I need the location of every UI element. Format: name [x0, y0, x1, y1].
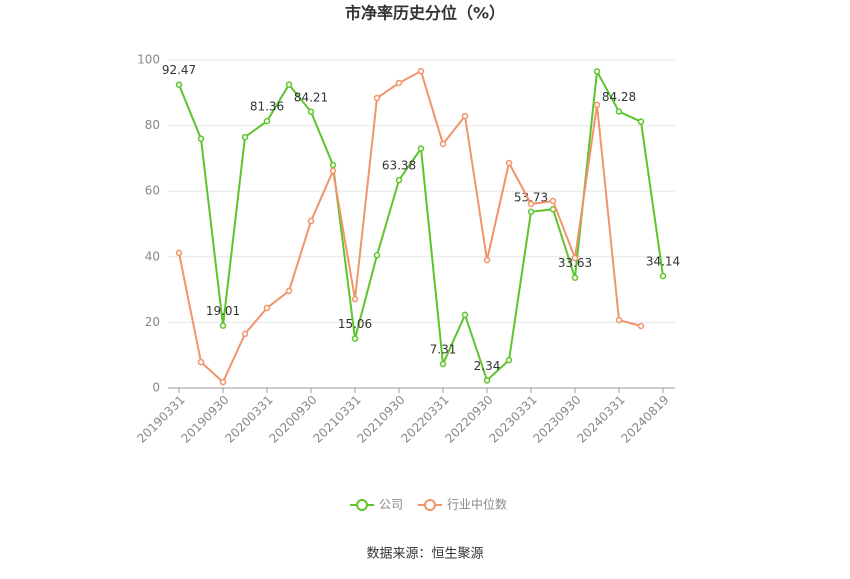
point — [307, 217, 315, 225]
point — [571, 274, 579, 281]
point — [307, 108, 315, 116]
data-label: 7.31 — [430, 343, 457, 357]
point — [417, 67, 425, 75]
point — [329, 161, 337, 169]
y-tick-label: 100 — [137, 53, 160, 67]
legend-marker — [356, 499, 368, 511]
point — [395, 79, 403, 87]
point — [263, 117, 271, 125]
point — [197, 135, 205, 142]
point — [615, 316, 623, 324]
point — [483, 377, 491, 384]
legend-marker — [424, 499, 436, 511]
point — [175, 81, 183, 88]
point — [373, 251, 381, 259]
point — [175, 249, 183, 257]
data-label: 15.06 — [338, 317, 372, 331]
data-label: 2.34 — [474, 359, 501, 373]
point — [549, 197, 557, 205]
point — [395, 176, 403, 184]
data-label: 33.63 — [558, 256, 592, 270]
point — [505, 356, 513, 364]
point — [593, 68, 601, 75]
data-label: 34.14 — [646, 255, 680, 269]
point — [439, 360, 447, 368]
data-label: 53.73 — [514, 190, 548, 204]
series-line — [178, 69, 642, 384]
legend-label: 行业中位数 — [447, 497, 507, 512]
point — [329, 167, 337, 175]
point — [351, 295, 359, 303]
y-tick-label: 60 — [145, 184, 160, 198]
point — [571, 254, 579, 262]
data-label: 19.01 — [206, 304, 240, 318]
point — [439, 140, 447, 148]
point — [527, 208, 535, 216]
series-line — [178, 68, 664, 383]
point — [197, 358, 205, 366]
data-label: 84.21 — [294, 90, 328, 104]
point — [417, 145, 425, 152]
point — [241, 330, 249, 338]
chart-title: 市净率历史分位（%） — [345, 4, 505, 23]
point — [593, 101, 601, 109]
point — [659, 272, 667, 280]
x-tick-label: 20240819 — [619, 393, 672, 446]
data-label: 84.28 — [602, 90, 636, 104]
point — [505, 159, 513, 167]
point — [285, 81, 293, 88]
point — [461, 112, 469, 120]
data-label: 81.36 — [250, 100, 284, 114]
point — [241, 133, 249, 141]
data-label: 63.38 — [382, 159, 416, 173]
y-tick-label: 20 — [145, 315, 160, 329]
y-tick-label: 40 — [145, 249, 160, 263]
source: 数据来源：恒生聚源 — [366, 547, 483, 562]
point — [615, 108, 623, 115]
data-label: 92.47 — [162, 63, 196, 77]
point — [373, 94, 381, 102]
point — [637, 118, 645, 125]
point — [263, 304, 271, 312]
point — [527, 200, 535, 208]
point — [351, 335, 359, 342]
point — [219, 322, 227, 329]
y-tick-label: 80 — [145, 118, 160, 132]
point — [483, 256, 491, 264]
legend-label: 公司 — [379, 498, 403, 512]
point — [461, 311, 469, 319]
point — [219, 378, 227, 386]
point — [637, 322, 645, 330]
point — [285, 287, 293, 295]
y-tick-label: 0 — [152, 381, 160, 395]
